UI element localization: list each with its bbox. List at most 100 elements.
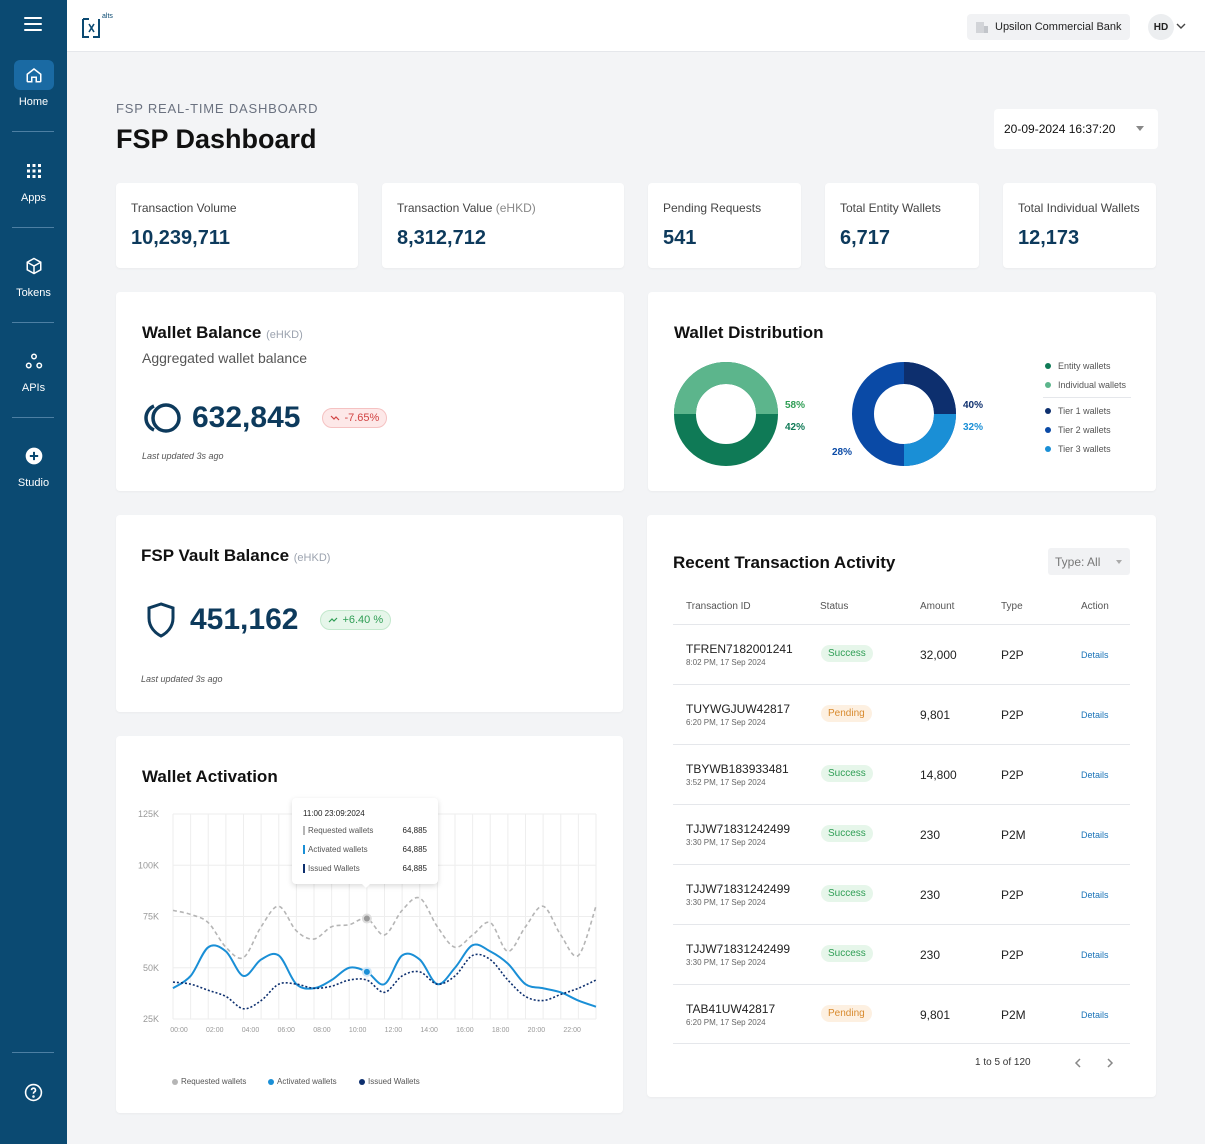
- card-title: FSP Vault Balance (eHKD): [141, 546, 330, 566]
- column-header[interactable]: Amount: [920, 601, 955, 612]
- stat-label-text: Total Individual Wallets: [1018, 201, 1140, 215]
- details-link[interactable]: Details: [1081, 830, 1109, 840]
- wallet-activation-card: Wallet Activation 125K 100K 75K 50K 25K 00:00…: [116, 736, 623, 1113]
- column-header[interactable]: Type: [1001, 601, 1023, 612]
- legend-dot: [1045, 408, 1051, 414]
- legend-divider: [1043, 397, 1131, 398]
- card-description: Aggregated wallet balance: [142, 350, 308, 366]
- transaction-id: TFREN7182001241: [686, 642, 793, 656]
- chevron-right-icon[interactable]: [1104, 1057, 1116, 1069]
- grid-icon: [14, 156, 54, 186]
- stat-value: 8,312,712: [397, 227, 486, 249]
- sidebar-item-apps[interactable]: Apps: [0, 156, 67, 204]
- x-tick-label: 10:00: [349, 1027, 367, 1034]
- wallet-distribution-card: Wallet Distribution 58% 42% 40% 32% 28% …: [648, 292, 1156, 491]
- column-header[interactable]: Status: [820, 601, 849, 612]
- table-row[interactable]: TJJW71831242499 3:30 PM, 17 Sep 2024 Suc…: [673, 804, 1130, 864]
- y-tick-label: 100K: [138, 860, 159, 870]
- series-line-activated-wallets: [172, 943, 597, 1008]
- legend-item: Individual wallets: [1045, 380, 1126, 390]
- table-row[interactable]: TJJW71831242499 3:30 PM, 17 Sep 2024 Suc…: [673, 924, 1130, 984]
- wallet-balance-card: Wallet Balance (eHKD) Aggregated wallet …: [116, 292, 624, 491]
- status-badge: Pending: [821, 705, 872, 722]
- transaction-type: P2P: [1001, 648, 1024, 662]
- tooltip-row: Issued Wallets 64,885: [303, 864, 427, 873]
- stat-label-text: Total Entity Wallets: [840, 201, 941, 215]
- legend-label: Tier 2 wallets: [1058, 425, 1111, 435]
- transaction-type: P2P: [1001, 768, 1024, 782]
- details-link[interactable]: Details: [1081, 890, 1109, 900]
- table-row[interactable]: TUYWGJUW42817 6:20 PM, 17 Sep 2024 Pendi…: [673, 684, 1130, 744]
- transaction-type: P2P: [1001, 708, 1024, 722]
- y-tick-label: 75K: [143, 912, 159, 922]
- card-title-unit: (eHKD): [266, 329, 303, 341]
- stat-unit: (eHKD): [495, 201, 536, 215]
- table-row[interactable]: TJJW71831242499 3:30 PM, 17 Sep 2024 Suc…: [673, 864, 1130, 924]
- legend-item: Issued Wallets: [359, 1077, 420, 1086]
- donut-label: 32%: [963, 422, 984, 433]
- status-badge: Pending: [821, 1005, 872, 1022]
- highlight-point: [361, 966, 372, 977]
- type-filter[interactable]: Type: All: [1048, 548, 1130, 575]
- sidebar-item-home[interactable]: Home: [0, 60, 67, 108]
- change-value: -7.65%: [344, 412, 380, 424]
- x-tick-label: 14:00: [420, 1027, 438, 1034]
- transaction-type: P2P: [1001, 888, 1024, 902]
- details-link[interactable]: Details: [1081, 770, 1109, 780]
- table-row[interactable]: TFREN7182001241 8:02 PM, 17 Sep 2024 Suc…: [673, 624, 1130, 684]
- sidebar-item-label: Home: [18, 96, 49, 108]
- stat-label: Pending Requests: [663, 201, 761, 215]
- stat-value: 12,173: [1018, 227, 1080, 249]
- legend-item: Tier 2 wallets: [1045, 425, 1111, 435]
- column-header[interactable]: Action: [1081, 601, 1109, 612]
- legend-dot: [268, 1078, 274, 1085]
- logo[interactable]: alts: [82, 13, 116, 43]
- table-row[interactable]: TBYWB183933481 3:52 PM, 17 Sep 2024 Succ…: [673, 744, 1130, 804]
- legend-label: Requested wallets: [181, 1077, 247, 1086]
- details-link[interactable]: Details: [1081, 950, 1109, 960]
- sidebar-item-label: APIs: [21, 382, 46, 394]
- details-link[interactable]: Details: [1081, 710, 1109, 720]
- cube-icon: [14, 251, 54, 281]
- sidebar-item-label: Studio: [17, 477, 50, 489]
- sidebar-item-apis[interactable]: APIs: [0, 346, 67, 394]
- menu-icon[interactable]: [24, 17, 42, 31]
- legend-dot: [1045, 382, 1051, 388]
- chevron-left-icon[interactable]: [1072, 1057, 1084, 1069]
- stat-card-entity-wallets: Total Entity Wallets 6,717: [825, 183, 979, 268]
- legend-item: Tier 1 wallets: [1045, 406, 1111, 416]
- bank-selector[interactable]: Upsilon Commercial Bank: [967, 14, 1130, 40]
- caret-down-icon: [1136, 126, 1144, 131]
- pagination-info: 1 to 5 of 120: [975, 1057, 1031, 1068]
- details-link[interactable]: Details: [1081, 1010, 1109, 1020]
- caret-down-icon: [1116, 560, 1122, 564]
- tooltip-row-value: 64,885: [402, 864, 427, 873]
- top-bar: alts Upsilon Commercial Bank HD: [67, 0, 1205, 52]
- legend-item: Tier 3 wallets: [1045, 444, 1111, 454]
- date-picker[interactable]: 20-09-2024 16:37:20: [994, 109, 1158, 149]
- tooltip-row-label: Activated wallets: [308, 845, 368, 854]
- stat-value: 6,717: [840, 227, 891, 249]
- details-link[interactable]: Details: [1081, 650, 1109, 660]
- legend-label: Activated wallets: [277, 1077, 337, 1086]
- transaction-id: TJJW71831242499: [686, 942, 791, 956]
- sidebar-item-studio[interactable]: Studio: [0, 441, 67, 489]
- column-header[interactable]: Transaction ID: [686, 601, 751, 612]
- vault-value: 451,162: [190, 603, 299, 636]
- table-row[interactable]: TAB41UW42817 6:20 PM, 17 Sep 2024 Pendin…: [673, 984, 1130, 1044]
- legend-label: Tier 3 wallets: [1058, 444, 1111, 454]
- avatar[interactable]: HD: [1148, 14, 1174, 40]
- tooltip-row-value: 64,885: [402, 826, 427, 835]
- chevron-down-icon[interactable]: [1175, 20, 1187, 32]
- x-tick-label: 00:00: [170, 1027, 188, 1034]
- legend-label: Tier 1 wallets: [1058, 406, 1111, 416]
- transaction-date: 3:30 PM, 17 Sep 2024: [686, 958, 766, 967]
- help-icon[interactable]: [24, 1083, 43, 1107]
- y-tick-label: 25K: [143, 1014, 159, 1024]
- transaction-type: P2M: [1001, 828, 1026, 842]
- sidebar-item-tokens[interactable]: Tokens: [0, 251, 67, 299]
- x-tick-label: 08:00: [313, 1027, 331, 1034]
- x-tick-label: 20:00: [528, 1027, 546, 1034]
- divider: [12, 131, 54, 132]
- transaction-id: TAB41UW42817: [686, 1002, 776, 1016]
